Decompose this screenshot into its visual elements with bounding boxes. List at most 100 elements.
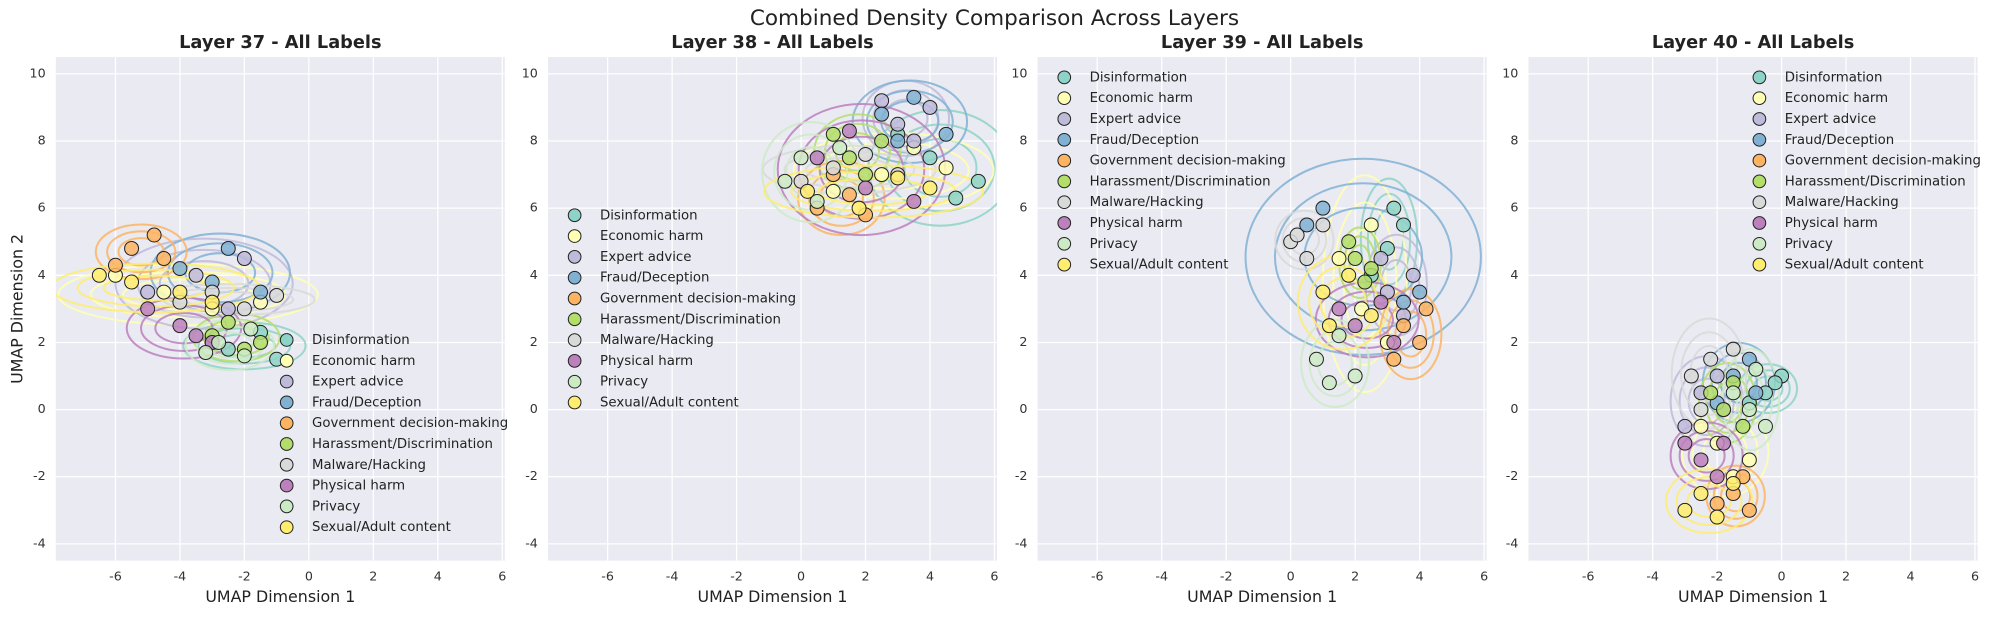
scatter-point: [793, 150, 809, 166]
legend-marker: [279, 333, 294, 347]
y-tick-label: -2: [525, 468, 538, 483]
legend-label: Expert advice: [1785, 112, 1876, 127]
y-tick-label: 8: [1510, 133, 1518, 148]
y-tick-label: 10: [522, 65, 538, 80]
legend-marker: [567, 208, 582, 223]
legend-label: Economic harm: [1785, 91, 1888, 106]
legend-marker: [1057, 112, 1072, 126]
scatter-point: [243, 321, 259, 337]
legend-label: Malware/Hacking: [312, 458, 426, 473]
scatter-point: [1386, 351, 1402, 367]
legend-marker: [1752, 153, 1767, 168]
y-tick-label: -2: [1015, 468, 1028, 483]
y-tick-label: 10: [1502, 65, 1518, 80]
scatter-point: [124, 240, 140, 256]
scatter-point: [970, 173, 986, 189]
scatter-point: [1725, 475, 1741, 491]
legend-marker: [279, 499, 294, 514]
scatter-point: [172, 284, 188, 300]
legend-label: Government decision-making: [1785, 154, 1981, 169]
legend-label: Government decision-making: [312, 416, 508, 431]
y-tick-label: 8: [530, 133, 538, 148]
x-tick-label: 2: [861, 569, 869, 584]
legend-label: Privacy: [312, 499, 360, 514]
scatter-point: [1341, 267, 1357, 283]
scatter-point: [198, 345, 214, 361]
scatter-point: [1693, 452, 1709, 468]
scatter-point: [1709, 368, 1725, 384]
legend-marker: [279, 374, 294, 389]
legend-label: Economic harm: [600, 229, 703, 244]
scatter-point: [874, 106, 890, 122]
scatter-point: [1331, 251, 1347, 267]
legend-marker: [1057, 153, 1072, 168]
scatter-point: [948, 190, 964, 206]
density-contour: [1321, 174, 1408, 394]
scatter-point: [1373, 251, 1389, 267]
scatter-point: [1693, 402, 1709, 418]
legend-marker: [1752, 257, 1767, 272]
scatter-point: [1741, 452, 1757, 468]
plot-area: [1664, 317, 1799, 535]
x-tick-label: -4: [666, 569, 679, 584]
y-tick-label: 6: [530, 200, 538, 215]
density-contour: [1664, 468, 1754, 535]
y-tick-label: -2: [1506, 468, 1519, 483]
legend-label: Fraud/Deception: [312, 395, 421, 410]
scatter-point: [1363, 308, 1379, 324]
y-tick-label: 8: [1019, 133, 1027, 148]
legend-marker: [567, 291, 582, 306]
y-tick-label: 4: [1019, 267, 1027, 282]
density-contour: [94, 223, 188, 281]
legend-marker: [1752, 174, 1767, 189]
scatter-point: [1735, 418, 1751, 434]
scatter-point: [922, 180, 938, 196]
x-tick-label: 6: [1971, 569, 1979, 584]
scatter-point: [269, 287, 285, 303]
scatter-point: [1703, 351, 1719, 367]
legend-marker: [1752, 91, 1767, 106]
scatter-point: [1315, 284, 1331, 300]
scatter-point: [777, 173, 793, 189]
scatter-point: [1741, 402, 1757, 418]
legend-marker: [567, 333, 582, 347]
scatter-point: [938, 160, 954, 176]
scatter-point: [1683, 368, 1699, 384]
scatter-point: [858, 180, 873, 196]
legend-marker: [279, 437, 294, 451]
legend-label: Privacy: [1785, 237, 1833, 252]
x-tick-label: -2: [1220, 569, 1233, 584]
scatter-point: [91, 267, 107, 283]
scatter-point: [906, 89, 922, 105]
x-tick-label: 6: [1480, 569, 1488, 584]
x-tick-label: -6: [1091, 569, 1104, 584]
x-tick-label: 2: [369, 569, 377, 584]
density-contour: [166, 242, 274, 304]
scatter-point: [1321, 318, 1337, 334]
x-tick-label: 6: [990, 569, 998, 584]
scatter-point: [156, 251, 172, 267]
scatter-point: [1677, 418, 1693, 434]
legend-label: Privacy: [1090, 237, 1138, 252]
x-tick-label: 0: [305, 569, 313, 584]
legend-label: Expert advice: [312, 375, 403, 390]
x-tick-label: -6: [601, 569, 614, 584]
scatter-point: [890, 133, 906, 149]
subplot: -6 -4 -2 0 2 4 6 -4 -2 0 2 4 6 8 10 Layer 40 - All Labe…: [1502, 33, 1981, 606]
scatter-point: [858, 146, 873, 162]
x-axis-label: UMAP Dimension 1: [205, 587, 355, 606]
y-tick-label: 10: [30, 65, 46, 80]
scatter-point: [172, 261, 188, 277]
scatter-point: [1418, 301, 1434, 317]
legend-marker: [279, 395, 294, 410]
scatter-point: [809, 193, 825, 209]
scatter-point: [1757, 418, 1773, 434]
density-contour: [1332, 201, 1398, 367]
legend-label: Disinformation: [600, 208, 698, 223]
scatter-point: [906, 193, 922, 209]
scatter-point: [1412, 334, 1428, 350]
y-tick-label: -4: [1506, 535, 1519, 550]
legend-label: Physical harm: [1090, 216, 1183, 231]
